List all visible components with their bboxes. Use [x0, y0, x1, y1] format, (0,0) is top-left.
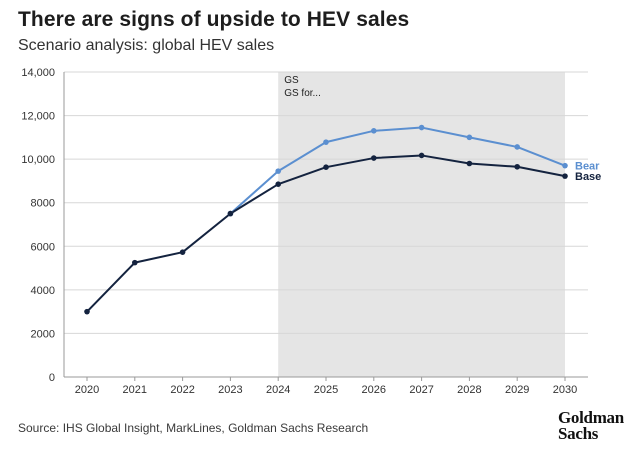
- base-data-point: [323, 164, 329, 171]
- x-tick-label: 2024: [266, 384, 290, 396]
- base-data-point: [227, 210, 234, 217]
- y-tick-label: 2000: [31, 328, 55, 340]
- base-data-point: [466, 160, 473, 167]
- bear-data-point: [514, 144, 520, 150]
- logo-line-2: Sachs: [558, 424, 599, 443]
- y-tick-label: 8000: [31, 198, 55, 210]
- goldman-sachs-logo: Goldman Sachs: [558, 408, 624, 443]
- x-tick-label: 2022: [170, 384, 194, 396]
- chart-subtitle: Scenario analysis: global HEV sales: [18, 37, 275, 54]
- shaded-region-label-2: GS for...: [284, 88, 321, 99]
- chart-title: There are signs of upside to HEV sales: [18, 8, 410, 31]
- bear-data-point: [323, 139, 329, 145]
- y-tick-label: 12,000: [21, 111, 55, 123]
- bear-data-point: [466, 134, 473, 141]
- base-data-point: [132, 259, 138, 266]
- bear-data-point: [275, 168, 282, 174]
- x-tick-label: 2028: [457, 384, 481, 396]
- x-tick-label: 2025: [314, 384, 338, 396]
- base-data-point: [275, 181, 282, 187]
- source-note: Source: IHS Global Insight, MarkLines, G…: [18, 421, 369, 435]
- base-data-point: [562, 173, 568, 179]
- x-tick-label: 2020: [75, 384, 99, 396]
- forecast-shaded-region: [278, 72, 565, 377]
- logo-line-1: Goldman: [558, 408, 624, 427]
- base-data-point: [371, 155, 377, 161]
- x-tick-label: 2026: [362, 384, 386, 396]
- y-tick-label: 0: [49, 372, 55, 384]
- bear-data-point: [562, 162, 568, 169]
- y-tick-label: 14,000: [21, 67, 55, 79]
- bear-series-label: Bear: [575, 161, 600, 173]
- bear-series-line: [229, 126, 566, 215]
- base-series-label: Base: [575, 171, 601, 183]
- shaded-region-label-1: GS: [284, 75, 299, 86]
- base-data-point: [418, 152, 425, 159]
- y-tick-label: 4000: [31, 285, 55, 297]
- x-tick-label: 2023: [218, 384, 242, 396]
- x-tick-label: 2021: [123, 384, 147, 396]
- x-tick-label: 2027: [409, 384, 433, 396]
- x-tick-label: 2030: [553, 384, 577, 396]
- base-data-point: [514, 163, 520, 170]
- base-data-point: [179, 249, 186, 255]
- x-tick-label: 2029: [505, 384, 529, 396]
- bear-data-point: [371, 128, 377, 134]
- y-tick-label: 6000: [31, 241, 55, 253]
- bear-data-point: [418, 124, 425, 131]
- y-tick-label: 10,000: [21, 154, 55, 166]
- base-data-point: [84, 308, 90, 315]
